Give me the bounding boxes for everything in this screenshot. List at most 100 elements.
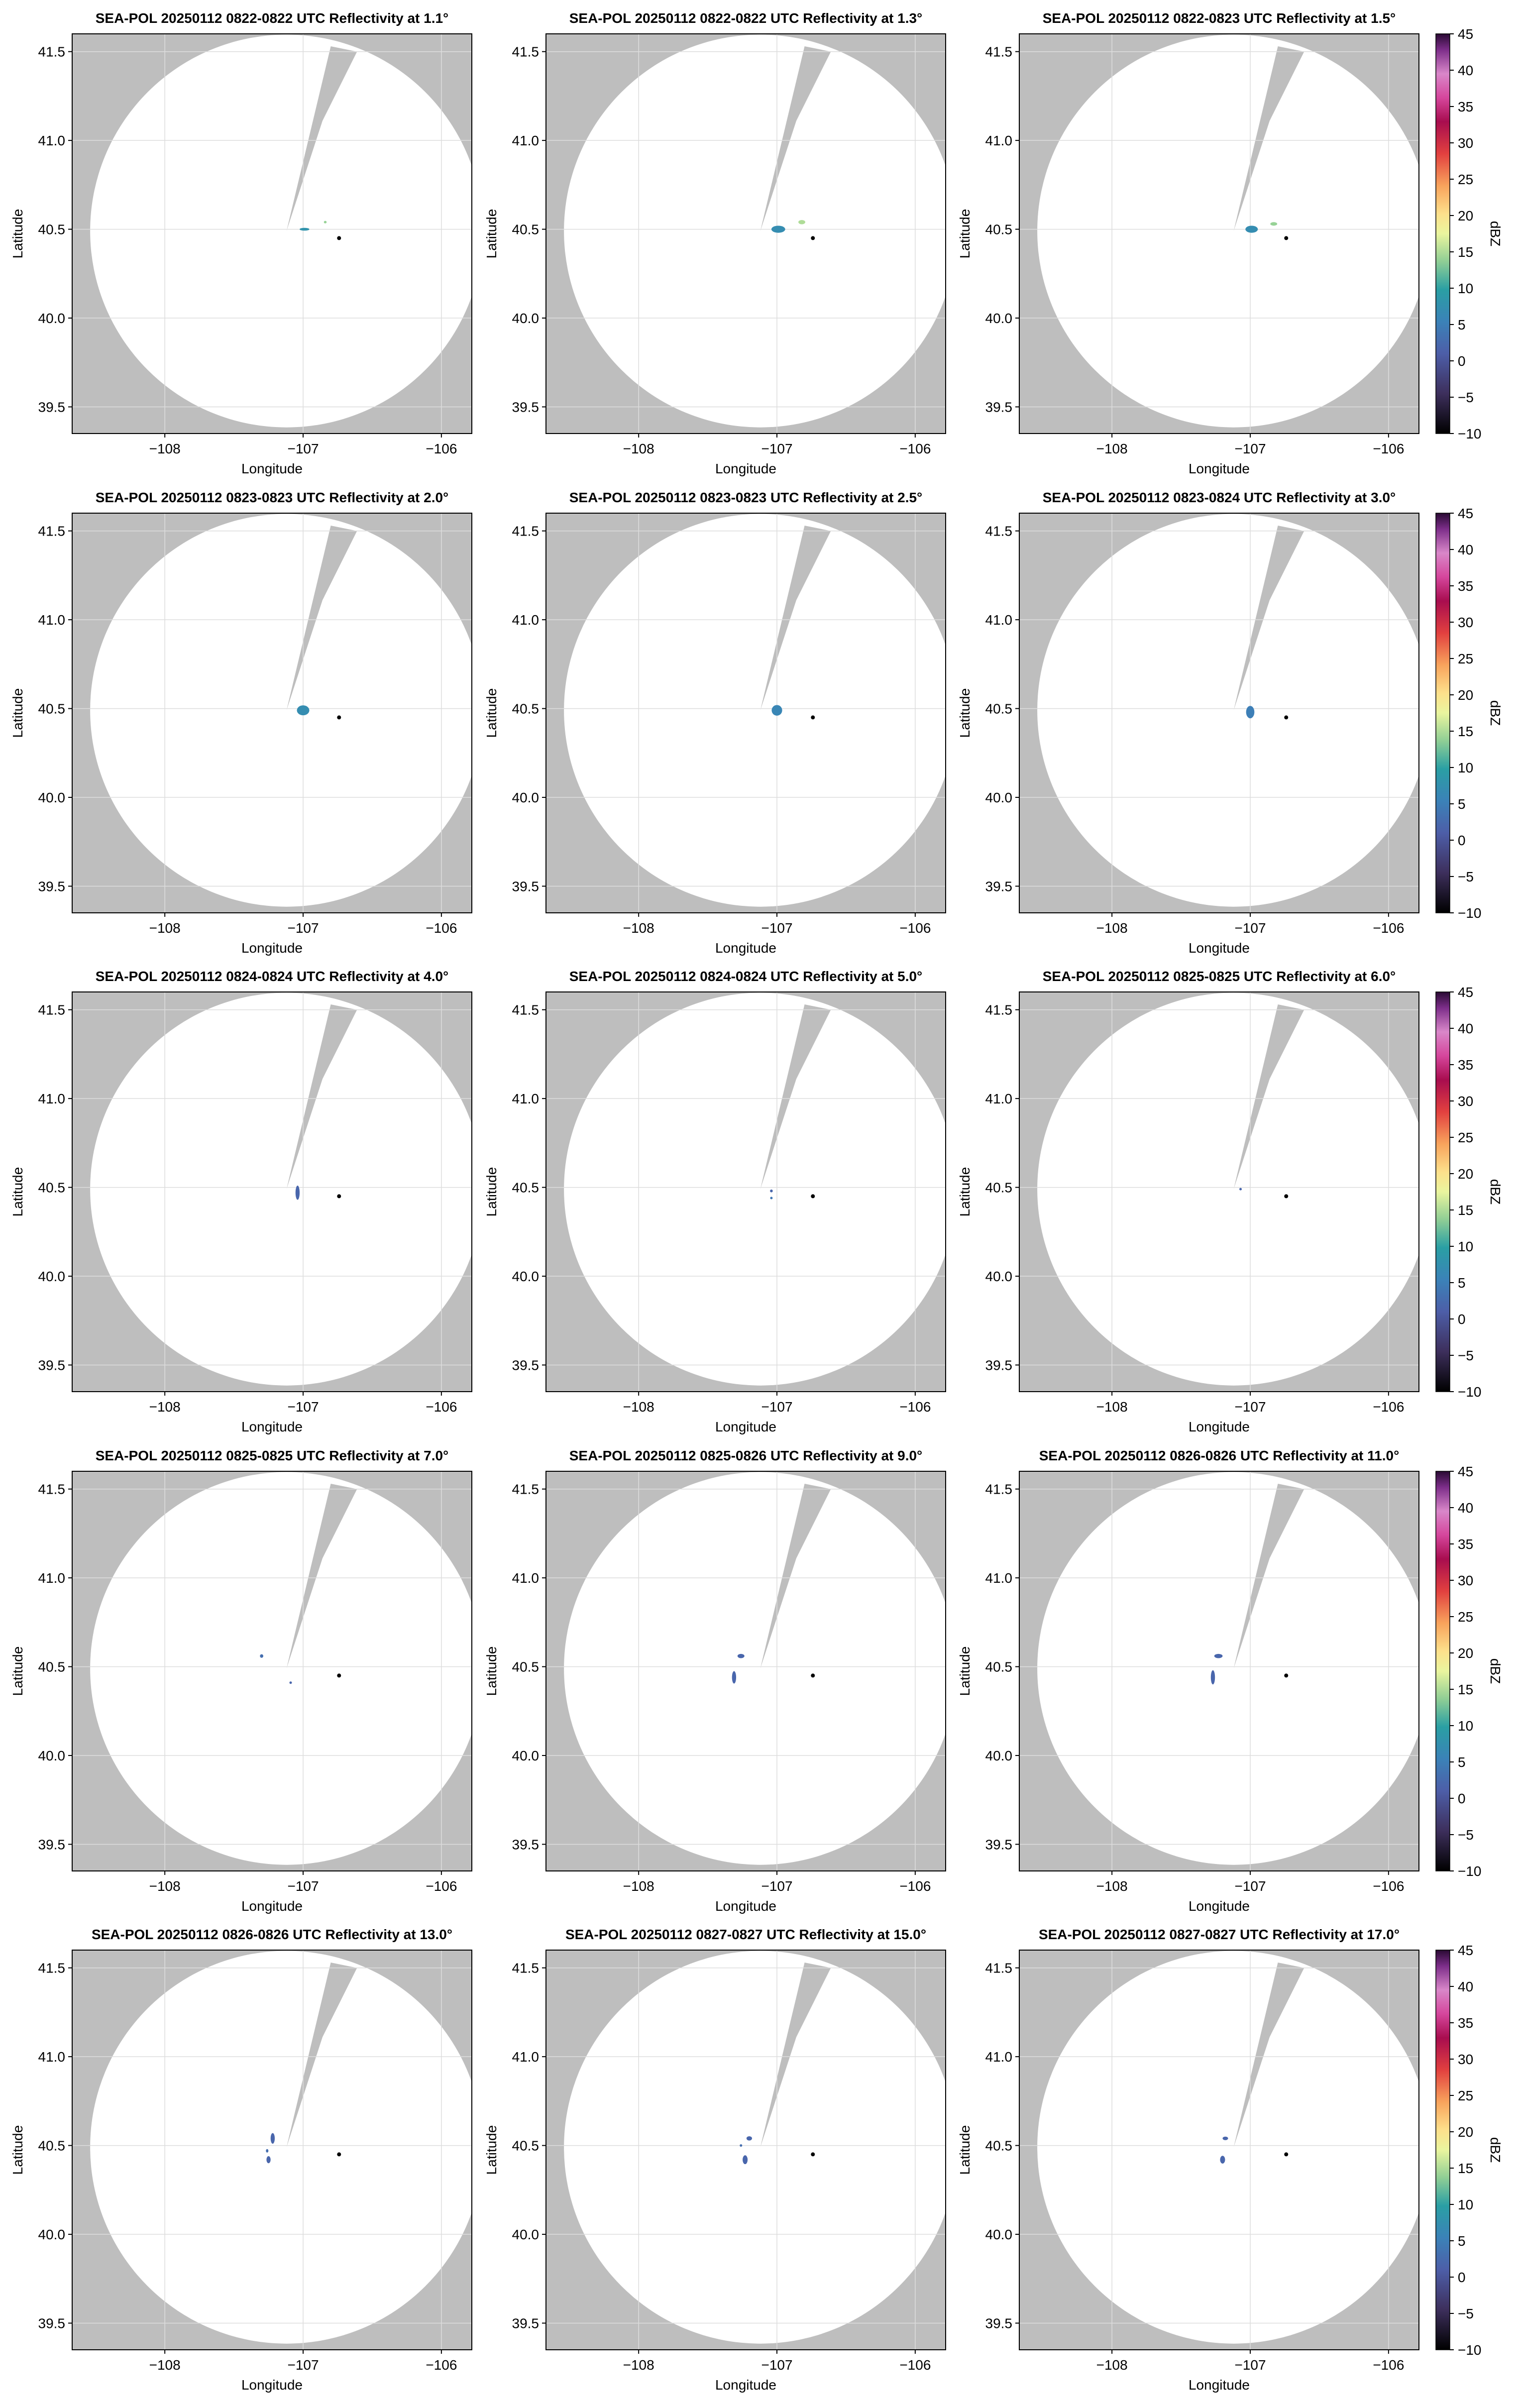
y-tick-label: 41.0: [985, 1570, 1013, 1586]
blocked-sector: [286, 525, 357, 711]
reflectivity-echo: [737, 1653, 745, 1658]
y-tick-label: 41.0: [38, 2049, 66, 2065]
y-tick-label: 40.0: [512, 311, 540, 326]
colorbar: 45 40 35 30 25 20 15 10 5 0 −5 −10 dBZ: [1435, 1943, 1503, 2358]
y-axis-label: Latitude: [10, 209, 25, 259]
reflectivity-echo: [798, 220, 805, 224]
y-tick-label: 40.5: [512, 222, 540, 237]
plot-frame: [72, 513, 472, 913]
y-tick-label: 39.5: [38, 1837, 66, 1852]
radar-scan-area: [90, 514, 472, 907]
colorbar-tick-label: 10: [1458, 281, 1473, 296]
x-tick-label: −107: [287, 2357, 319, 2373]
colorbar-tick-label: 30: [1458, 135, 1473, 151]
radar-scan-area: [90, 992, 472, 1386]
panel-title: SEA-POL 20250112 0827-0827 UTC Reflectiv…: [1039, 1927, 1400, 1942]
reflectivity-echo: [295, 1186, 300, 1200]
colorbar-tick-label: 5: [1458, 796, 1466, 812]
radar-scan-area: [90, 34, 472, 428]
colorbar-tick-label: 35: [1458, 2015, 1473, 2031]
x-tick-label: −106: [1373, 1878, 1404, 1894]
reflectivity-echo: [1210, 1670, 1215, 1685]
blocked-sector: [1233, 46, 1304, 231]
radar-scan-area: [90, 1951, 472, 2344]
y-tick-label: 41.0: [38, 1091, 66, 1106]
y-tick-label: 40.0: [985, 790, 1013, 805]
reflectivity-echo: [771, 705, 782, 716]
radar-scan-area: [1037, 34, 1419, 428]
x-tick-label: −107: [287, 441, 319, 456]
y-tick-label: 41.5: [38, 524, 66, 539]
colorbar-tick-label: 10: [1458, 2197, 1473, 2212]
colorbar-tick-label: 45: [1458, 506, 1473, 521]
y-tick-label: 39.5: [985, 878, 1013, 894]
reflectivity-echo: [300, 227, 310, 231]
plot-frame: [1019, 1950, 1419, 2350]
y-tick-label: 41.5: [512, 1482, 540, 1497]
reflectivity-echo: [770, 1197, 773, 1200]
x-tick-label: −107: [1234, 441, 1266, 456]
blocked-sector: [1233, 1962, 1304, 2148]
radar-scan-area: [564, 1951, 946, 2344]
colorbar-tick-label: −10: [1458, 1863, 1482, 1879]
x-tick-label: −106: [426, 1399, 457, 1415]
colorbar-tick-label: 40: [1458, 1979, 1473, 1994]
y-tick-label: 40.0: [512, 1269, 540, 1284]
site-marker: [337, 715, 341, 720]
reflectivity-echo: [1270, 222, 1278, 226]
y-tick-label: 39.5: [38, 2315, 66, 2331]
colorbar-label: dBZ: [1488, 2137, 1503, 2163]
colorbar-tick-label: 25: [1458, 651, 1473, 666]
colorbar-tick-label: 30: [1458, 2052, 1473, 2067]
colorbar-tick-label: −5: [1458, 1348, 1474, 1363]
reflectivity-echo: [1239, 1188, 1242, 1191]
x-axis-label: Longitude: [715, 1419, 776, 1434]
panel-title: SEA-POL 20250112 0827-0827 UTC Reflectiv…: [565, 1927, 926, 1942]
x-axis-label: Longitude: [715, 940, 776, 956]
panel-title: SEA-POL 20250112 0823-0823 UTC Reflectiv…: [569, 490, 923, 505]
colorbar-label: dBZ: [1488, 700, 1503, 726]
radar-panel: SEA-POL 20250112 0822-0823 UTC Reflectiv…: [957, 10, 1419, 476]
y-tick-label: 41.5: [985, 1482, 1013, 1497]
y-tick-label: 40.0: [38, 790, 66, 805]
y-tick-label: 40.0: [38, 2227, 66, 2242]
colorbar-tick-label: 10: [1458, 1239, 1473, 1254]
radar-panel: SEA-POL 20250112 0823-0823 UTC Reflectiv…: [10, 490, 472, 956]
y-tick-label: 40.5: [512, 2138, 540, 2154]
reflectivity-echo: [1245, 225, 1258, 233]
plot-frame: [545, 33, 946, 434]
x-tick-label: −108: [623, 920, 654, 936]
colorbar-tick-label: 15: [1458, 1203, 1473, 1218]
colorbar-tick-label: −10: [1458, 2342, 1482, 2358]
colorbar-tick-label: 30: [1458, 1094, 1473, 1109]
reflectivity-echo: [270, 2133, 275, 2144]
x-tick-label: −107: [287, 920, 319, 936]
radar-scan-area: [564, 992, 946, 1386]
panel-title: SEA-POL 20250112 0825-0825 UTC Reflectiv…: [1043, 969, 1396, 984]
radar-panel: SEA-POL 20250112 0823-0824 UTC Reflectiv…: [957, 490, 1419, 956]
y-tick-label: 40.0: [38, 1269, 66, 1284]
y-tick-label: 39.5: [985, 399, 1013, 415]
radar-panel: SEA-POL 20250112 0827-0827 UTC Reflectiv…: [957, 1927, 1419, 2393]
x-tick-label: −107: [761, 920, 792, 936]
x-tick-label: −108: [1096, 1878, 1128, 1894]
colorbar-tick-label: 25: [1458, 172, 1473, 187]
x-tick-label: −108: [1096, 441, 1128, 456]
site-marker: [1284, 1194, 1289, 1199]
y-tick-label: 41.0: [38, 133, 66, 148]
colorbar-tick-label: −5: [1458, 2306, 1474, 2321]
colorbar-gradient: [1435, 1471, 1450, 1871]
x-tick-label: −106: [1373, 2357, 1404, 2373]
site-marker: [811, 2152, 815, 2157]
colorbar-tick-label: 10: [1458, 1718, 1473, 1734]
y-tick-label: 40.0: [985, 311, 1013, 326]
x-axis-label: Longitude: [1189, 1898, 1250, 1914]
y-tick-label: 41.5: [38, 1482, 66, 1497]
y-tick-label: 41.0: [38, 612, 66, 628]
panel-title: SEA-POL 20250112 0825-0825 UTC Reflectiv…: [96, 1448, 449, 1463]
panel-title: SEA-POL 20250112 0822-0823 UTC Reflectiv…: [1043, 10, 1396, 26]
y-tick-label: 40.5: [985, 2138, 1013, 2154]
colorbar-label: dBZ: [1488, 221, 1503, 246]
y-tick-label: 40.5: [512, 701, 540, 717]
x-tick-label: −107: [761, 2357, 792, 2373]
